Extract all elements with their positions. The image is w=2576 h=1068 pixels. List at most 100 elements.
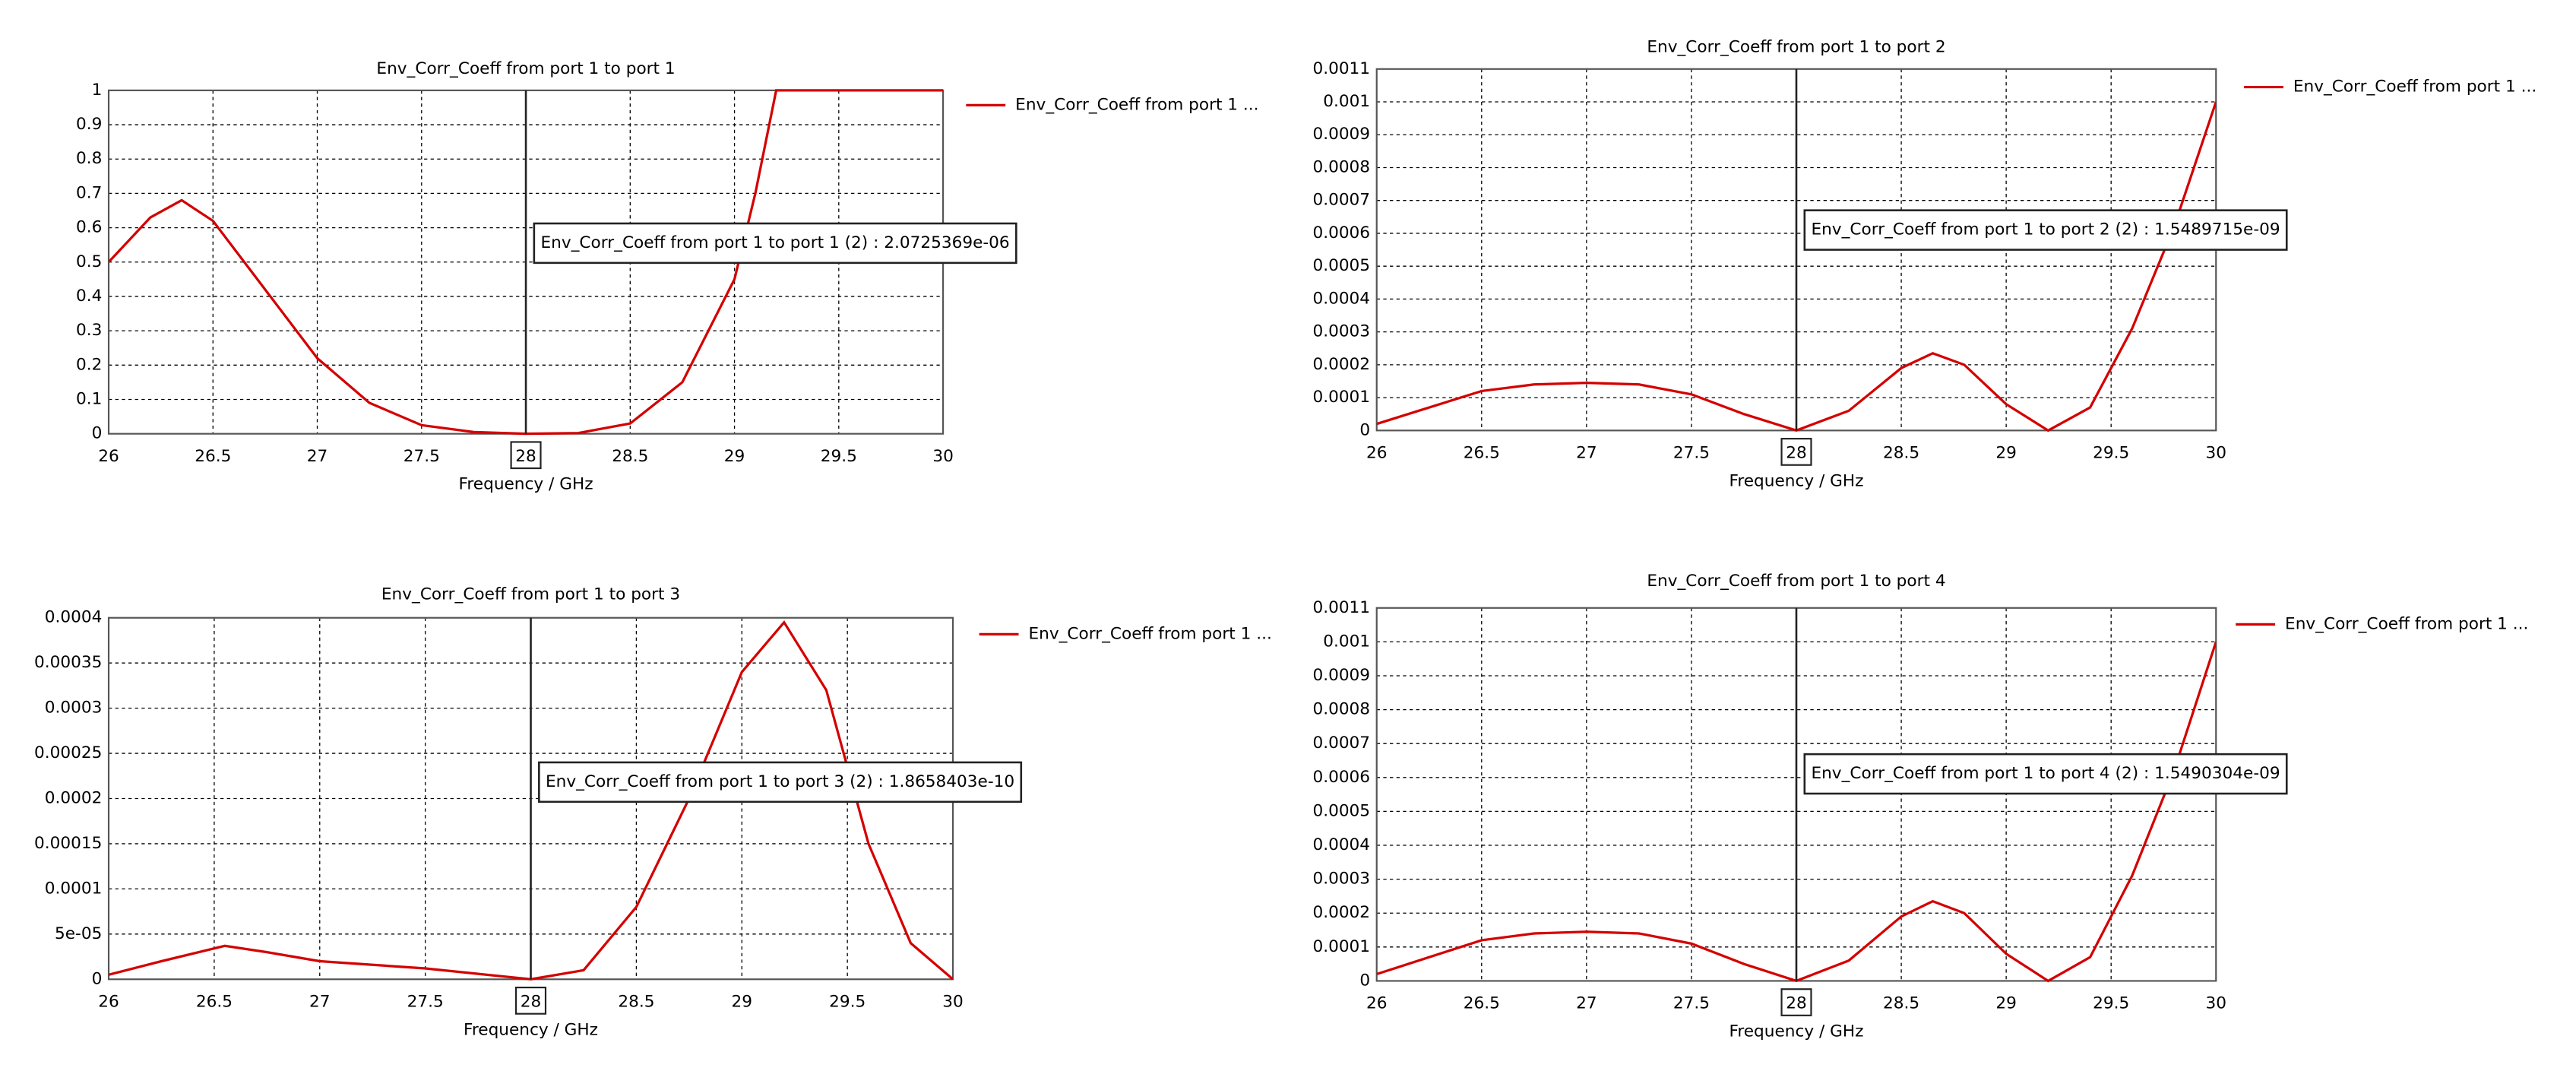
y-tick-label: 0.7: [76, 183, 102, 202]
y-tick-label: 0.0002: [1312, 903, 1370, 922]
y-tick-label: 0.00035: [34, 653, 102, 672]
data-line: [1376, 641, 2217, 983]
x-tick-label: 30: [942, 993, 964, 1012]
x-tick-label: 27: [309, 993, 331, 1012]
x-tick-label: 26.5: [195, 447, 231, 466]
y-tick-label: 0: [1359, 420, 1370, 439]
chart-title: Env_Corr_Coeff from port 1 to port 4: [1647, 572, 1945, 591]
y-tick-label: 0.0009: [1312, 666, 1370, 685]
x-tick-label: 26.5: [196, 993, 233, 1012]
y-tick-label: 0.0004: [1312, 835, 1370, 854]
y-tick-label: 0.0003: [1312, 870, 1370, 889]
y-tick-label: 0.0002: [1312, 355, 1370, 374]
marker-label: 28: [1786, 444, 1807, 463]
x-tick-label: 29: [1995, 444, 2016, 463]
chart-panel: Env_Corr_Coeff from port 1 to port 3 0 5e-…: [34, 585, 1272, 1039]
y-tick-label: 0.0004: [45, 608, 103, 627]
marker-box: [510, 441, 542, 470]
x-tick-label: 26: [1366, 444, 1387, 463]
data-line: [109, 89, 944, 436]
annotation-text: Env_Corr_Coeff from port 1 to port 1 (2)…: [541, 233, 1010, 252]
legend-label: Env_Corr_Coeff from port 1 ...: [1015, 95, 1258, 114]
marker-box: [1780, 438, 1812, 466]
x-tick-label: 28.5: [612, 447, 648, 466]
y-tick-label: 0.0002: [45, 789, 103, 808]
chart-panel: Env_Corr_Coeff from port 1 to port 2 0 0.0…: [1312, 38, 2536, 491]
y-tick-label: 0: [92, 424, 103, 443]
x-tick-label: 27: [307, 447, 328, 466]
x-tick-label: 29.5: [2093, 994, 2129, 1013]
marker-box: [514, 987, 547, 1015]
y-tick-label: 0.00025: [34, 743, 102, 762]
y-tick-label: 0.0008: [1312, 700, 1370, 719]
chart-panel: Env_Corr_Coeff from port 1 to port 1 0 0.1…: [76, 59, 1259, 494]
x-tick-label: 27: [1576, 994, 1597, 1013]
y-tick-label: 0.0005: [1312, 256, 1370, 275]
x-tick-label: 27.5: [407, 993, 444, 1012]
x-tick-label: 30: [2206, 444, 2227, 463]
x-tick-label: 28.5: [1883, 994, 1919, 1013]
y-tick-label: 0.0001: [1312, 388, 1370, 407]
x-tick-label: 26.5: [1464, 994, 1500, 1013]
y-tick-label: 0.5: [76, 252, 102, 271]
x-axis-label: Frequency / GHz: [1729, 1022, 1863, 1041]
x-tick-label: 28.5: [618, 993, 654, 1012]
chart-title: Env_Corr_Coeff from port 1 to port 3: [381, 585, 680, 604]
x-axis-label: Frequency / GHz: [459, 475, 593, 494]
marker-box: [1780, 988, 1812, 1016]
y-tick-label: 0.0006: [1312, 768, 1370, 787]
y-tick-label: 0.0001: [45, 879, 103, 898]
y-tick-label: 0.0005: [1312, 801, 1370, 820]
data-line: [109, 620, 954, 981]
y-tick-label: 0.8: [76, 149, 102, 168]
y-tick-label: 0.001: [1323, 632, 1370, 651]
y-tick-label: 0: [1359, 971, 1370, 990]
annotation-text: Env_Corr_Coeff from port 1 to port 4 (2)…: [1811, 764, 2280, 783]
x-tick-label: 27.5: [403, 447, 440, 466]
x-tick-label: 26: [98, 447, 119, 466]
x-tick-label: 27: [1576, 444, 1597, 463]
y-tick-label: 0.0011: [1312, 598, 1370, 617]
x-tick-label: 28.5: [1883, 444, 1919, 463]
y-tick-label: 0.0008: [1312, 157, 1370, 176]
marker-label: 28: [1786, 994, 1807, 1013]
chart-panel: Env_Corr_Coeff from port 1 to port 4 0 0.0…: [1312, 572, 2528, 1041]
y-tick-label: 0.0003: [45, 699, 103, 718]
x-tick-label: 27.5: [1673, 444, 1710, 463]
y-tick-label: 0.0003: [1312, 322, 1370, 341]
y-tick-label: 0.0011: [1312, 59, 1370, 78]
y-tick-label: 0.0009: [1312, 125, 1370, 144]
x-axis-label: Frequency / GHz: [464, 1020, 598, 1039]
y-tick-label: 0.3: [76, 321, 102, 340]
y-tick-label: 0.6: [76, 218, 102, 237]
x-tick-label: 27.5: [1673, 994, 1710, 1013]
y-tick-label: 0.0007: [1312, 734, 1370, 753]
marker-label: 28: [515, 447, 536, 466]
marker-label: 28: [521, 993, 542, 1012]
x-tick-label: 30: [932, 447, 954, 466]
annotation-box: [1803, 209, 2288, 251]
x-tick-label: 29: [724, 447, 745, 466]
y-tick-label: 0: [92, 969, 103, 988]
chart-title: Env_Corr_Coeff from port 1 to port 1: [376, 59, 675, 78]
y-tick-label: 0.0006: [1312, 223, 1370, 242]
x-tick-label: 29.5: [821, 447, 857, 466]
y-tick-label: 0.4: [76, 287, 102, 306]
y-tick-label: 0.9: [76, 115, 102, 134]
y-tick-label: 0.1: [76, 389, 102, 408]
y-tick-label: 0.2: [76, 355, 102, 374]
x-tick-label: 29.5: [2093, 444, 2129, 463]
x-tick-label: 26: [1366, 994, 1387, 1013]
y-tick-label: 0.0004: [1312, 289, 1370, 308]
y-tick-label: 1: [92, 81, 103, 100]
y-tick-label: 0.001: [1323, 92, 1370, 111]
annotation-box: [1803, 753, 2288, 795]
x-tick-label: 29.5: [829, 993, 866, 1012]
x-tick-label: 30: [2206, 994, 2227, 1013]
x-tick-label: 29: [732, 993, 753, 1012]
annotation-text: Env_Corr_Coeff from port 1 to port 2 (2)…: [1811, 220, 2280, 239]
y-tick-label: 5e-05: [55, 924, 102, 943]
y-tick-label: 0.00015: [34, 834, 102, 853]
